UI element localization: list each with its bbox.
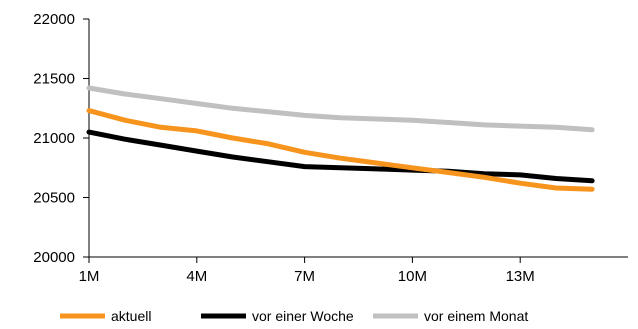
x-tick-label: 10M [398,268,427,285]
series-line-0 [86,108,595,192]
y-tick-label: 21000 [33,130,75,147]
legend: aktuell vor einer Woche vor einem Monat [60,308,528,324]
series-line-2 [86,85,595,133]
x-tick-label: 1M [79,268,100,285]
y-tick-label: 20000 [33,249,75,266]
y-tick-label: 21500 [33,71,75,88]
legend-label-2: vor einem Monat [424,308,528,324]
legend-label-1: vor einer Woche [252,308,354,324]
series-line-1 [86,129,595,184]
y-tick-label: 22000 [33,11,75,28]
legend-label-0: aktuell [111,308,151,324]
x-axis: 1M 4M 7M 10M 13M [79,256,628,285]
x-tick-label: 13M [506,268,535,285]
series-layer [86,85,595,192]
x-tick-label: 4M [186,268,207,285]
y-tick-label: 20500 [33,190,75,207]
y-axis: 20000 20500 21000 21500 22000 [33,11,90,266]
x-tick-label: 7M [294,268,315,285]
